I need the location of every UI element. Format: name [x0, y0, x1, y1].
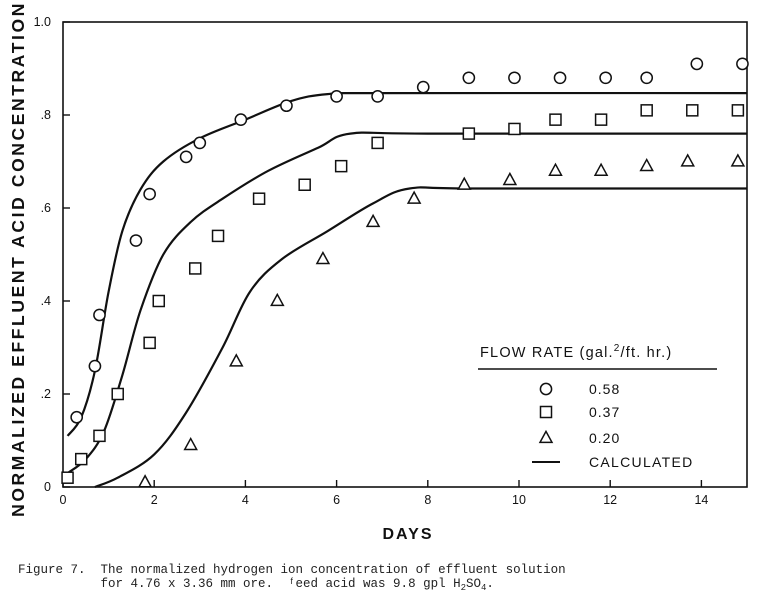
- legend-title: FLOW RATE (gal.2/ft. hr.): [480, 343, 672, 361]
- square-point: [549, 113, 562, 126]
- x-tick-label: 10: [512, 493, 526, 507]
- figure-caption: Figure 7. The normalized hydrogen ion co…: [18, 563, 748, 595]
- circle-point: [640, 71, 654, 85]
- square-point: [111, 387, 124, 401]
- triangle-point: [730, 153, 746, 167]
- caption-line-1: Figure 7. The normalized hydrogen ion co…: [18, 563, 566, 577]
- circle-point: [416, 80, 430, 94]
- square-point: [731, 104, 745, 117]
- x-tick-label: 0: [60, 493, 67, 507]
- triangle-point: [593, 162, 609, 176]
- square-point: [93, 429, 106, 443]
- y-tick-label: .6: [41, 201, 51, 215]
- y-tick-label: .2: [41, 387, 51, 401]
- square-point: [211, 229, 225, 243]
- square-point: [188, 262, 202, 275]
- y-axis-label: NORMALIZED EFFLUENT ACID CONCENTRATION: [8, 1, 28, 517]
- y-tick-label: 0: [44, 480, 51, 494]
- square-point: [252, 192, 266, 205]
- calculated-curve-2: [66, 131, 747, 474]
- legend-square-marker: [539, 405, 553, 419]
- calculated-curve-1: [66, 91, 748, 437]
- x-tick-label: 14: [694, 493, 708, 507]
- triangle-point: [548, 162, 563, 176]
- circle-point: [234, 113, 248, 127]
- circle-point: [280, 99, 293, 113]
- triangle-point: [680, 153, 695, 167]
- circle-point: [599, 71, 612, 85]
- x-tick-label: 8: [424, 493, 431, 507]
- legend-triangle-marker: [538, 429, 554, 444]
- y-tick-label: .8: [41, 108, 51, 122]
- series-circle: [70, 57, 749, 424]
- legend-circle-marker: [539, 382, 553, 396]
- legend-label: 0.37: [589, 404, 620, 420]
- legend-label: CALCULATED: [589, 454, 694, 470]
- x-tick-label: 4: [242, 493, 249, 507]
- plot-border: [62, 21, 748, 488]
- y-tick-label: 1.0: [34, 15, 51, 29]
- legend-label: 0.58: [589, 381, 620, 397]
- square-point: [298, 178, 311, 191]
- circle-point: [143, 187, 156, 201]
- x-tick-label: 12: [603, 493, 617, 507]
- triangle-point: [137, 474, 153, 488]
- square-point: [74, 452, 88, 466]
- triangle-point: [183, 436, 198, 451]
- data-markers: [61, 57, 749, 488]
- series-triangle: [137, 153, 746, 488]
- square-point: [594, 113, 608, 126]
- circle-point: [70, 410, 84, 424]
- square-point: [61, 471, 74, 484]
- triangle-point: [365, 213, 381, 228]
- x-axis-label: DAYS: [383, 526, 434, 543]
- square-point: [686, 104, 699, 117]
- circle-point: [690, 57, 704, 71]
- circle-point: [508, 71, 521, 85]
- circle-point: [129, 234, 143, 247]
- caption-line-2: for 4.76 x 3.36 mm ore. ᶠeed acid was 9.…: [18, 577, 494, 593]
- square-point: [152, 294, 166, 308]
- y-tick-label: .4: [41, 294, 51, 308]
- triangle-point: [457, 176, 472, 190]
- circle-point: [193, 136, 207, 150]
- triangle-point: [270, 292, 285, 307]
- x-tick-label: 6: [333, 493, 340, 507]
- x-axis: 0 2 4 6 8 10 12 14: [60, 480, 708, 507]
- plot-frame: [62, 21, 748, 488]
- legend-label: 0.20: [589, 430, 620, 446]
- series-square: [61, 104, 745, 484]
- triangle-point: [639, 157, 654, 172]
- triangle-point: [502, 171, 518, 186]
- square-point: [640, 104, 653, 117]
- triangle-point: [229, 353, 244, 367]
- square-point: [334, 159, 348, 173]
- circle-point: [93, 308, 106, 322]
- circle-point: [462, 71, 476, 85]
- circle-point: [88, 359, 102, 373]
- square-point: [371, 136, 384, 150]
- circle-point: [736, 57, 749, 71]
- circle-point: [179, 150, 193, 164]
- legend: FLOW RATE (gal.2/ft. hr.) 0.58 0.37 0.20 CAL…: [478, 343, 717, 470]
- calculated-curves: [66, 91, 748, 489]
- y-axis: 0 .2 .4 .6 .8 1.0: [34, 15, 70, 494]
- square-point: [462, 127, 476, 140]
- triangle-point: [315, 250, 331, 265]
- triangle-point: [406, 190, 422, 204]
- x-tick-label: 2: [151, 493, 158, 507]
- square-point: [143, 336, 156, 350]
- square-point: [508, 122, 521, 136]
- circle-point: [371, 90, 384, 103]
- circle-point: [330, 90, 343, 103]
- circle-point: [553, 71, 567, 85]
